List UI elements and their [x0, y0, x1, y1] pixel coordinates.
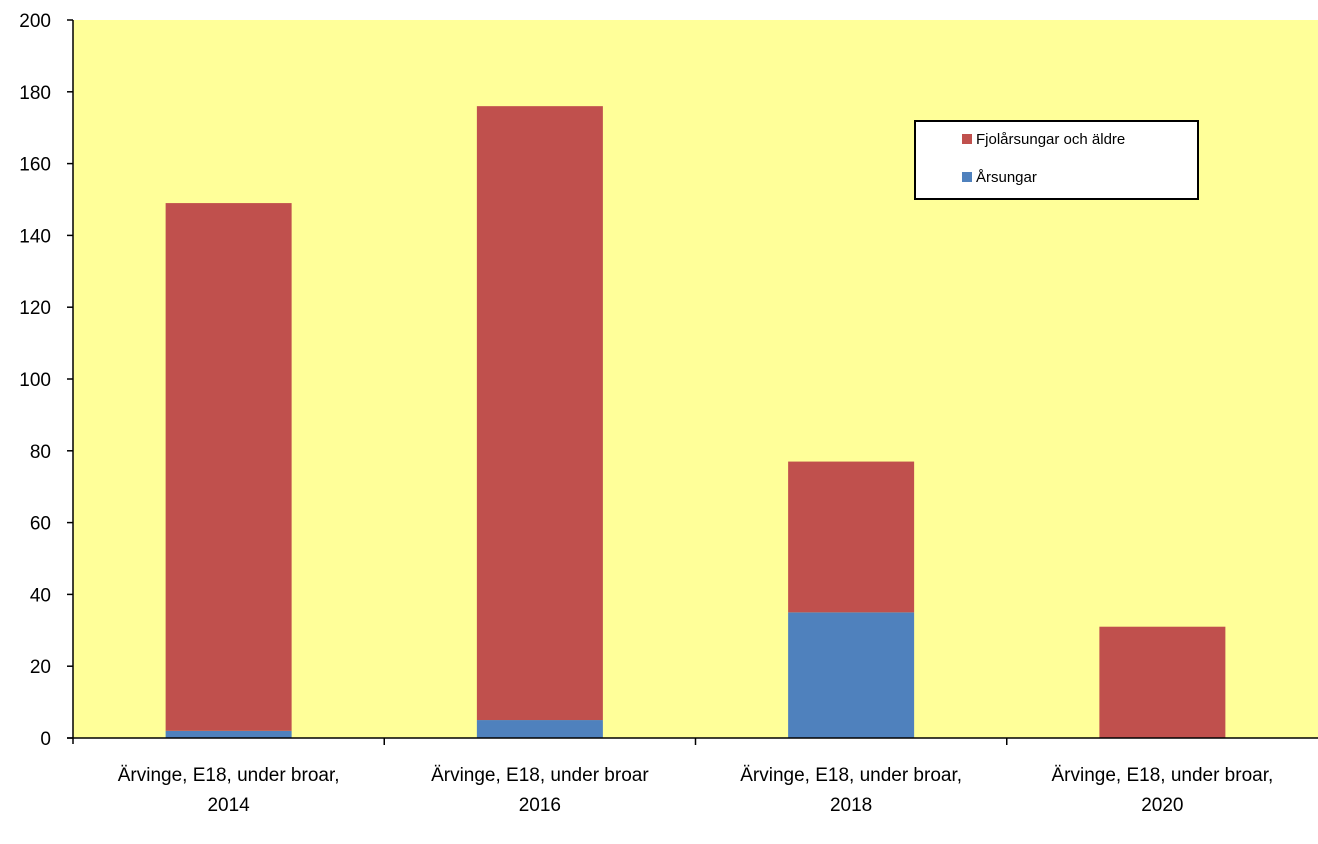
bar-arsungar-0	[165, 730, 292, 738]
bar-fjolarsungar-3	[1099, 626, 1226, 738]
x-tick-label: Ärvinge, E18, under broar,	[1051, 765, 1273, 786]
bar-fjolarsungar-2	[788, 461, 915, 613]
legend-swatch-1	[962, 172, 972, 182]
bar-fjolarsungar-1	[476, 106, 603, 721]
x-tick-label: 2014	[207, 795, 250, 816]
y-tick-label: 80	[30, 442, 51, 463]
x-tick-label: 2020	[1141, 795, 1183, 816]
x-tick-label: Ärvinge, E18, under broar,	[118, 765, 340, 786]
y-tick-label: 120	[19, 298, 51, 319]
bar-arsungar-1	[476, 720, 603, 738]
x-tick-label: Ärvinge, E18, under broar,	[740, 765, 962, 786]
y-tick-label: 20	[30, 657, 51, 678]
x-tick-label: 2016	[519, 795, 561, 816]
x-tick-label: Ärvinge, E18, under broar	[431, 765, 649, 786]
y-tick-label: 160	[19, 155, 51, 176]
bar-arsungar-2	[788, 612, 915, 738]
y-tick-label: 180	[19, 83, 51, 104]
bar-fjolarsungar-0	[165, 203, 292, 731]
legend-label: Årsungar	[976, 169, 1037, 186]
y-tick-label: 0	[40, 729, 51, 750]
legend-label: Fjolårsungar och äldre	[976, 131, 1125, 148]
legend-swatch-0	[962, 134, 972, 144]
y-tick-label: 140	[19, 226, 51, 247]
legend-box	[914, 120, 1199, 200]
x-tick-label: 2018	[830, 795, 872, 816]
y-tick-label: 100	[19, 370, 51, 391]
y-tick-label: 40	[30, 585, 51, 606]
y-tick-label: 200	[19, 11, 51, 32]
y-tick-label: 60	[30, 514, 51, 535]
